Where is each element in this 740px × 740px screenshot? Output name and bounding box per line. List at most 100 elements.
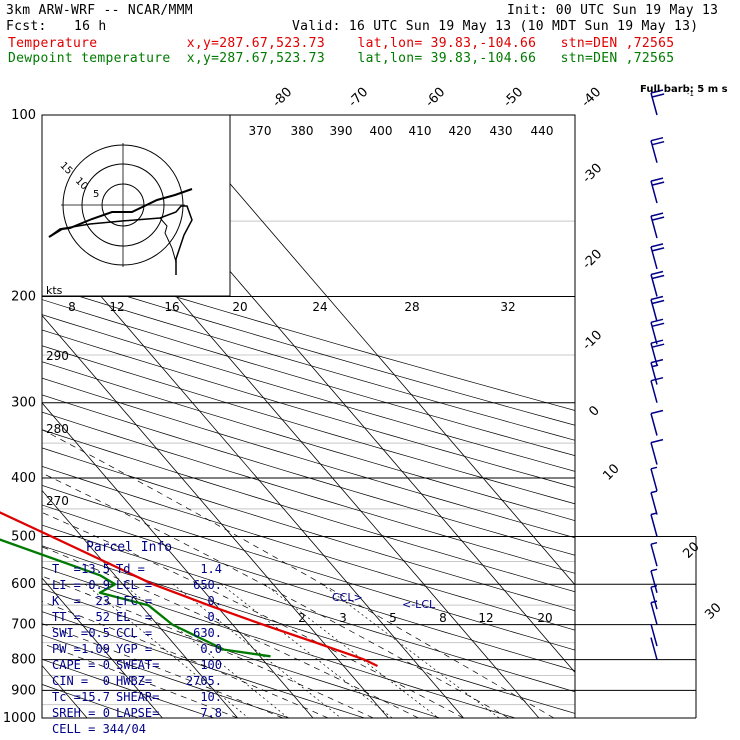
mixing-ratio-line: [85, 583, 249, 718]
speed-scale-label: 8: [68, 300, 76, 314]
parcel-info-cell: PW =: [52, 642, 81, 656]
speed-scale-label: 24: [312, 300, 327, 314]
plot-area: [0, 115, 575, 718]
parcel-info-cell: CCL =: [116, 626, 153, 640]
dewpoint-legend: Dewpoint temperature x,y=287.67,523.73 l…: [8, 51, 675, 66]
parcel-info-cell: K =: [52, 594, 81, 608]
isotherm: [0, 115, 12, 718]
theta-label: 380: [291, 124, 314, 138]
parcel-info-cell: Td =: [116, 562, 145, 576]
dewpoint-trace: [0, 538, 271, 658]
parcel-info-cell: 0.5: [88, 626, 110, 640]
moist-adiabat: [42, 623, 284, 718]
mixing-ratio-label: 8: [439, 611, 447, 625]
parcel-info-cell: SHEAR=: [116, 690, 160, 704]
mixing-ratio-line: [172, 583, 342, 718]
pressure-tick-label: 600: [11, 577, 36, 592]
parcel-info-cell-motion: CELL = 344/04: [52, 722, 146, 736]
wind-barb: [650, 409, 664, 436]
parcel-info-cell: 630.: [193, 626, 222, 640]
parcel-info-cell: 0: [102, 706, 110, 720]
model-title: 3km ARW-WRF -- NCAR/MMM: [6, 3, 193, 18]
dry-adiabat: [42, 429, 575, 593]
dry-adiabat: [42, 284, 575, 441]
theta-label: 420: [449, 124, 472, 138]
dry-adiabat: [42, 485, 575, 651]
dry-adiabat: [42, 299, 575, 457]
parcel-info-cell: 7.8: [200, 706, 222, 720]
wind-barb: [650, 584, 658, 610]
dry-adiabat: [42, 588, 441, 718]
temperature-trace: [0, 511, 379, 668]
theta-label: 440: [531, 124, 554, 138]
theta-label: 430: [490, 124, 513, 138]
wind-barb: [650, 466, 658, 491]
theta-label: 290: [46, 349, 69, 363]
hodograph-ring-label: 5: [93, 189, 99, 200]
wind-barb: [650, 136, 665, 163]
theta-label: 390: [330, 124, 353, 138]
wind-barb: [650, 438, 664, 465]
wind-barb: [650, 637, 658, 660]
dry-adiabat: [42, 411, 575, 574]
hodograph-trace-2: [48, 205, 193, 275]
valid-time: Valid: 16 UTC Sun 19 May 13 (10 MDT Sun …: [292, 19, 699, 34]
parcel-info-cell: Tc =: [52, 690, 81, 704]
wind-barb: [650, 490, 658, 515]
theta-label: 280: [46, 422, 69, 436]
dry-adiabat: [42, 447, 575, 612]
parcel-info-cell: TT =: [52, 610, 81, 624]
isotherm-tick-label: 30: [702, 600, 724, 622]
init-time: Init: 00 UTC Sun 19 May 13: [507, 3, 719, 18]
hodograph-box: [41, 114, 231, 297]
isotherm-tick-label: -30: [580, 161, 606, 187]
wind-barb: [650, 623, 658, 647]
moist-adiabat: [42, 512, 464, 718]
wind-barb: [650, 212, 665, 239]
dry-adiabat: [42, 314, 575, 472]
parcel-info-cell: SWEAT=: [116, 658, 160, 672]
wind-barb: [650, 376, 664, 403]
parcel-info-cell: 52: [95, 610, 110, 624]
theta-label: 410: [409, 124, 432, 138]
wind-barb: [650, 243, 665, 270]
mixing-ratio-label: 5: [389, 611, 397, 625]
moist-adiabat: [42, 575, 374, 718]
mixing-ratio-label: 20: [537, 611, 552, 625]
pressure-tick-label: 800: [11, 653, 36, 668]
mixing-ratio-line: [264, 583, 439, 718]
isotherm-tick-label: -20: [580, 247, 606, 273]
pressure-tick-label: 200: [11, 290, 36, 305]
isotherm: [42, 577, 163, 718]
speed-scale-label: 16: [164, 300, 179, 314]
parcel-info-cell: 2705.: [185, 674, 222, 688]
speed-scale-label: 32: [500, 300, 515, 314]
dry-adiabat: [42, 329, 575, 488]
speed-scale-label: 12: [109, 300, 124, 314]
wind-barb: [650, 358, 664, 385]
parcel-info-cell: 1.09: [81, 642, 110, 656]
wind-barb: [650, 270, 665, 297]
wind-barb-legend-exponent: -1: [687, 90, 694, 98]
dry-adiabat: [42, 255, 575, 411]
parcel-info-title: Parcel Info: [86, 540, 173, 555]
isotherm: [42, 489, 239, 718]
ccl-marker: CCL>: [332, 591, 363, 604]
pressure-tick-label: 300: [11, 396, 36, 411]
parcel-info-cell: 1.4: [200, 562, 222, 576]
mixing-ratio-label: 2: [298, 611, 306, 625]
moist-adiabat: [42, 643, 238, 718]
parcel-info-cell: 0.: [207, 594, 222, 608]
parcel-info-cell: LCL =: [116, 578, 153, 592]
wind-barb: [650, 318, 665, 345]
theta-label: 270: [46, 494, 69, 508]
wind-barb-legend: Full barb: 5 m s: [640, 84, 728, 95]
isotherm: [170, 115, 575, 586]
parcel-info-cell: HWBZ=: [116, 674, 153, 688]
parcel-info-cell: SREH =: [52, 706, 96, 720]
wind-barb: [650, 512, 658, 537]
isotherm-tick-label: -60: [423, 85, 449, 111]
dry-adiabat: [42, 566, 516, 718]
parcel-info-cell: 10.: [200, 690, 222, 704]
